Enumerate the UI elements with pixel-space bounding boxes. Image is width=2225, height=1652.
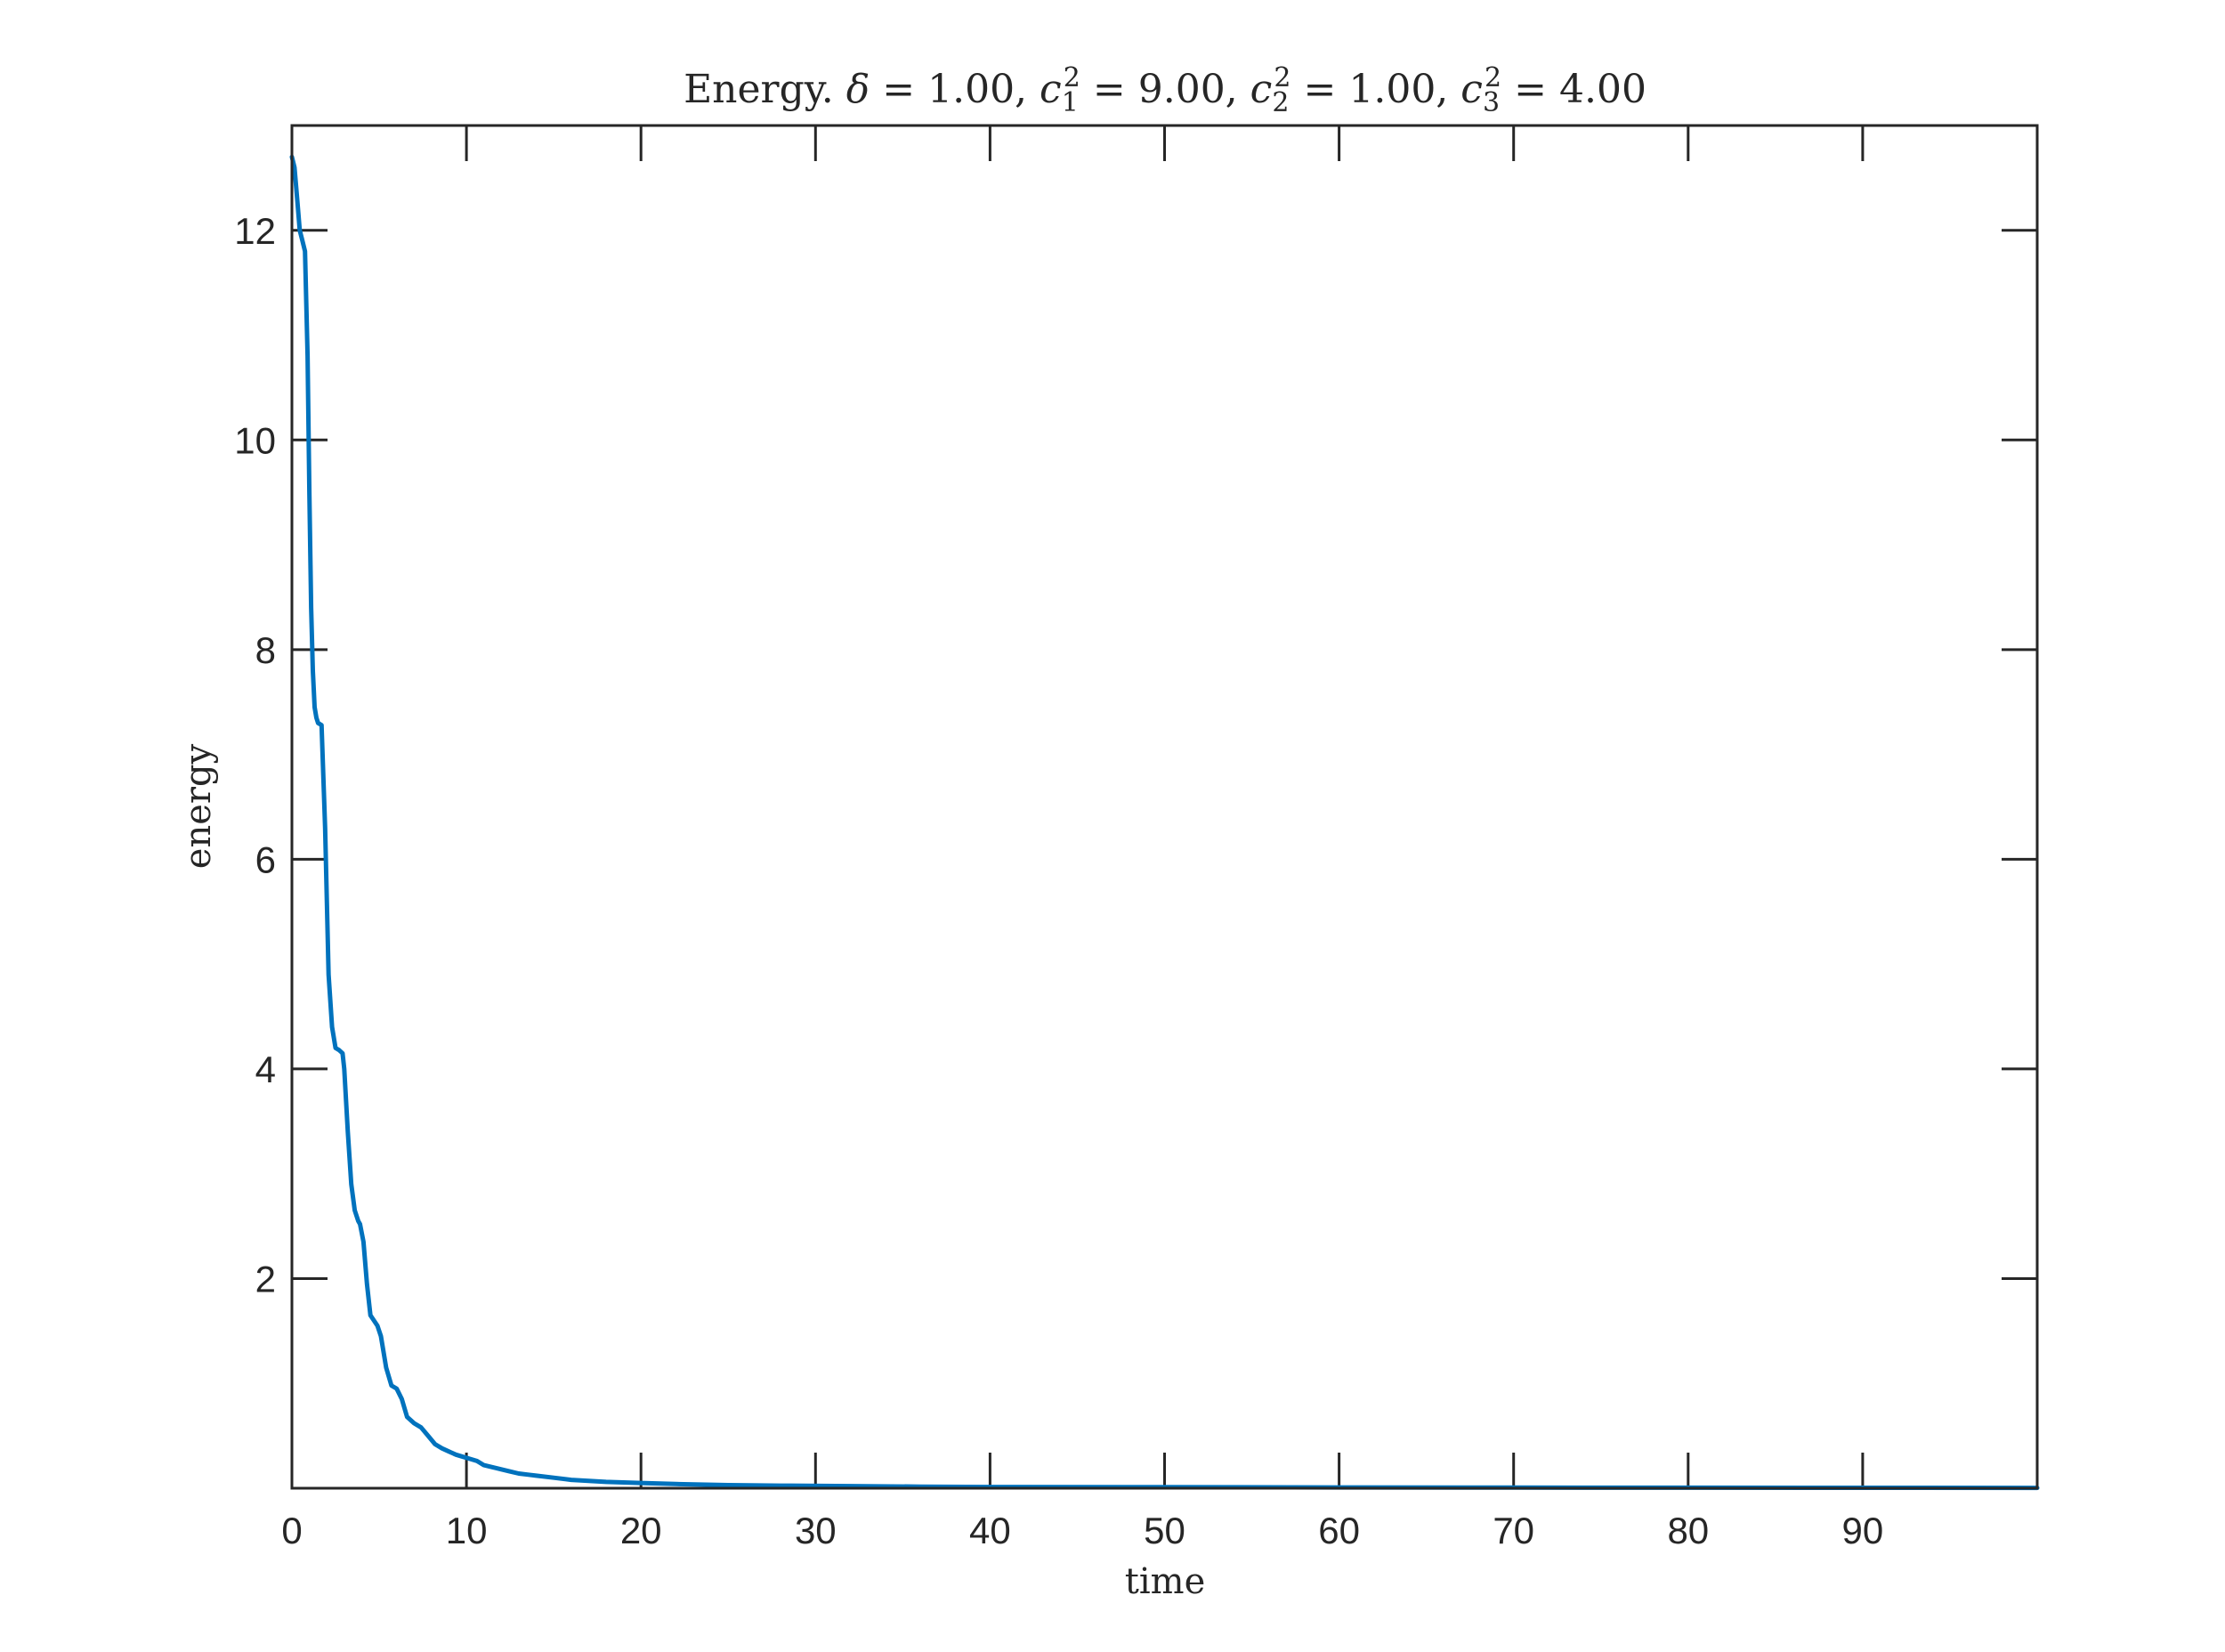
title-part: = 1.00, (1291, 67, 1461, 112)
title-part: 3 (1483, 87, 1500, 118)
x-tick-label: 10 (446, 1510, 488, 1551)
x-tick-label: 60 (1318, 1510, 1360, 1551)
x-tick-label: 0 (281, 1510, 302, 1551)
title-part: c (1460, 67, 1483, 112)
x-tick-label: 50 (1144, 1510, 1185, 1551)
x-tick-label: 40 (969, 1510, 1011, 1551)
plot-area (292, 126, 2037, 1488)
title-part: δ (846, 67, 870, 112)
x-tick-label: 30 (795, 1510, 837, 1551)
x-tick-label: 70 (1493, 1510, 1534, 1551)
y-tick-label: 6 (255, 838, 276, 880)
series-group (289, 154, 2040, 1491)
title-part: = 1.00, (870, 67, 1040, 112)
y-tick-label: 10 (234, 419, 276, 461)
title-part: 2 (1272, 87, 1289, 118)
y-axis-label: energy (178, 743, 219, 869)
y-tick-label: 8 (255, 629, 276, 671)
title-part: 2 (1064, 62, 1080, 93)
x-tick-label: 90 (1842, 1510, 1884, 1551)
title-part: = 4.00 (1501, 67, 1646, 112)
x-tick-label: 20 (620, 1510, 662, 1551)
tick-labels: 0 10 20 30 40 50 60 70 80 90 2 4 6 8 10 12 (234, 210, 1883, 1551)
x-tick-label: 80 (1667, 1510, 1709, 1551)
x-axis-label: time (1125, 1561, 1205, 1602)
plot-frame (290, 124, 2039, 1490)
y-tick-label: 2 (255, 1258, 276, 1300)
title-part: 2 (1485, 62, 1501, 93)
y-tick-label: 4 (255, 1049, 276, 1090)
title-part: 1 (1062, 87, 1079, 118)
title-part: c (1250, 67, 1273, 112)
energy-series-line (289, 154, 2040, 1491)
title-part: = 9.00, (1080, 67, 1250, 112)
y-tick-label: 12 (234, 210, 276, 252)
chart-title: Energy. δ = 1.00, c12 = 9.00, c22 = 1.00… (684, 62, 1646, 118)
title-part: Energy. (684, 67, 846, 112)
title-part: c (1040, 67, 1062, 112)
title-part: 2 (1274, 62, 1290, 93)
